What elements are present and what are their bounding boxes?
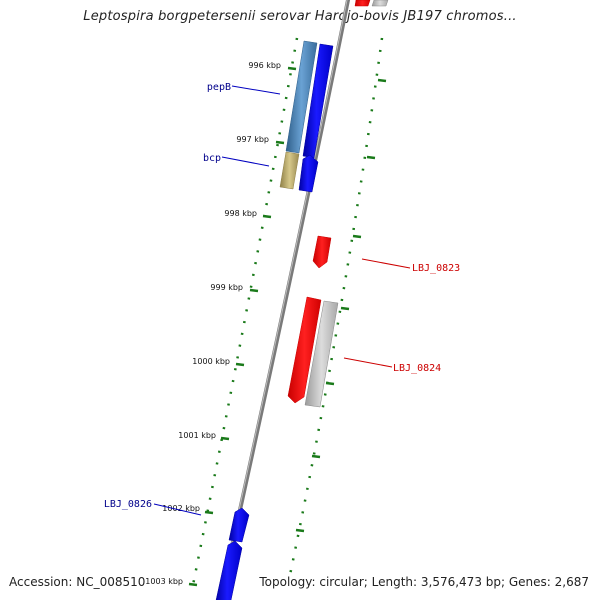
chromosome-backbone-highlight <box>218 0 348 600</box>
gene-LBJ_0824[interactable] <box>287 296 322 404</box>
chromosome-backbone-line <box>218 0 351 600</box>
gene-forward[interactable] <box>215 540 243 600</box>
gene-label-LBJ_0826[interactable]: LBJ_0826 <box>104 499 152 510</box>
inner-major-ticks <box>188 66 297 587</box>
tick-label: 1001 kbp <box>178 431 216 440</box>
forward-genes <box>215 40 334 600</box>
genome-info-text: Topology: circular; Length: 3,576,473 bp… <box>259 575 589 589</box>
tick-label: 997 kbp <box>236 135 269 144</box>
tick-label: 1000 kbp <box>192 357 230 366</box>
gene-LBJ_0823[interactable] <box>312 235 332 269</box>
outer-major-ticks <box>295 78 387 533</box>
accession-text: Accession: NC_008510 <box>9 575 146 589</box>
gene-reverse[interactable] <box>354 0 371 7</box>
inner-tick-ring <box>190 37 299 591</box>
gene-forward[interactable] <box>302 43 334 159</box>
gene-label-LBJ_0824[interactable]: LBJ_0824 <box>393 363 441 374</box>
reverse-genes <box>287 0 389 408</box>
label-leaders <box>153 85 411 516</box>
outer-tick-ring <box>288 37 384 576</box>
gene-LBJ_0826[interactable] <box>228 507 250 543</box>
tick-label: 999 kbp <box>210 283 243 292</box>
gene-label-LBJ_0823[interactable]: LBJ_0823 <box>412 263 460 274</box>
gene-pepB[interactable] <box>285 40 318 154</box>
gene-forward[interactable] <box>298 154 319 193</box>
gene-grey[interactable] <box>371 0 389 7</box>
map-title: Leptospira borgpetersenii serovar Hardjo… <box>83 9 517 24</box>
gene-grey[interactable] <box>304 300 339 408</box>
tick-label: 998 kbp <box>224 209 257 218</box>
tick-label: 1002 kbp <box>162 504 200 513</box>
gene-bcp[interactable] <box>279 151 300 190</box>
tick-label: 996 kbp <box>248 61 281 70</box>
tick-labels: 996 kbp 997 kbp 998 kbp 999 kbp 1000 kbp… <box>145 61 281 586</box>
tick-label: 1003 kbp <box>145 577 183 586</box>
gene-label-pepB[interactable]: pepB <box>207 82 231 93</box>
gene-labels: pepB bcp LBJ_0823 LBJ_0824 LBJ_0826 <box>104 82 460 510</box>
gene-label-bcp[interactable]: bcp <box>203 153 221 164</box>
